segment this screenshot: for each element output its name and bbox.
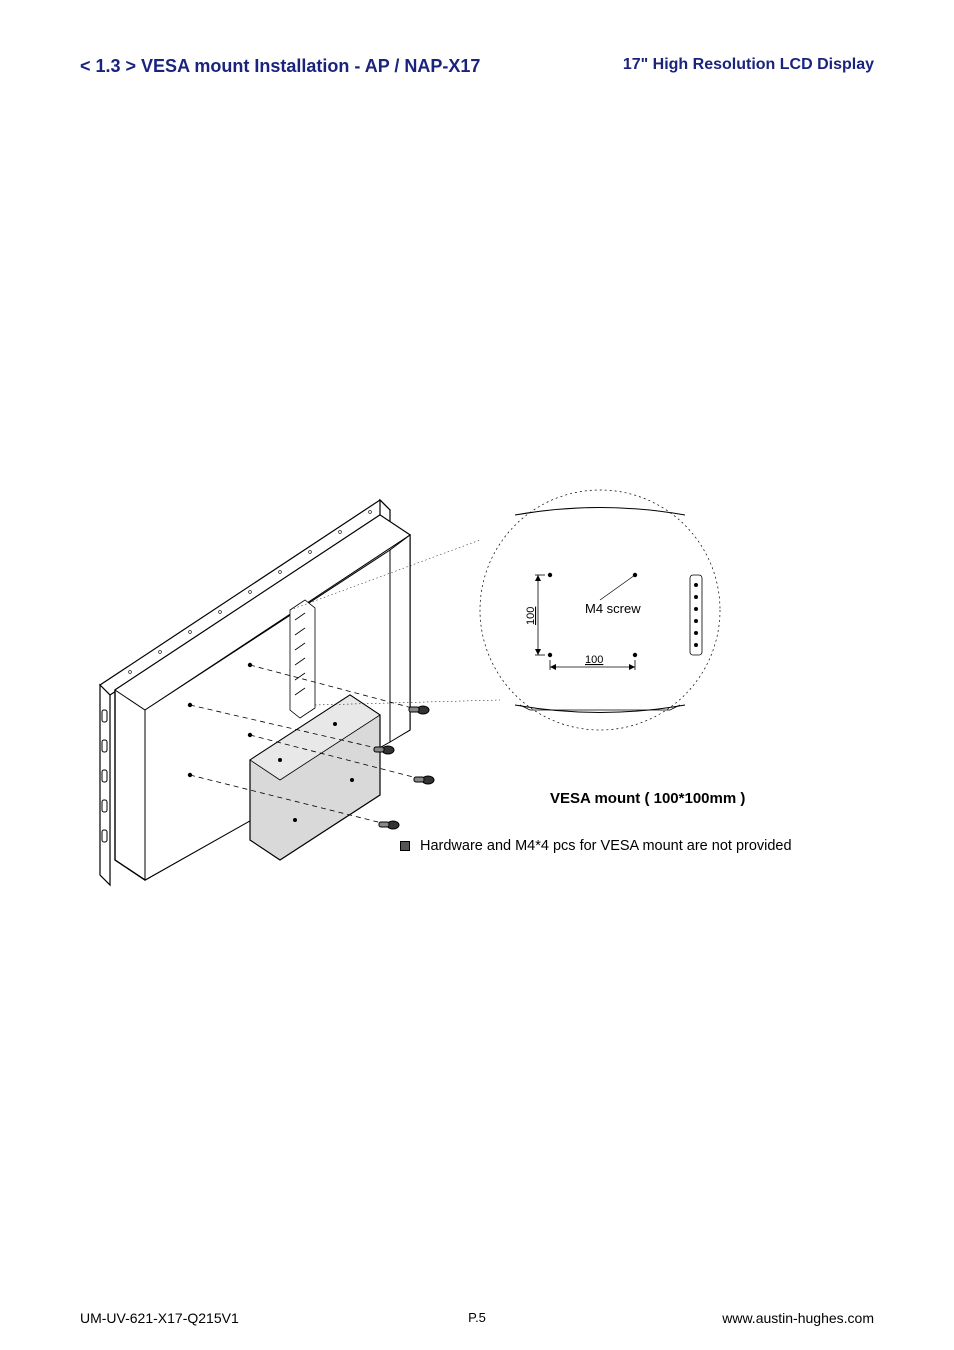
doc-id: UM-UV-621-X17-Q215V1 (80, 1310, 239, 1326)
dim-v: 100 (525, 607, 537, 625)
product-title: 17" High Resolution LCD Display (623, 56, 874, 74)
note-row: Hardware and M4*4 pcs for VESA mount are… (400, 838, 792, 854)
vesa-mount-label: VESA mount ( 100*100mm ) (550, 790, 745, 807)
note-text: Hardware and M4*4 pcs for VESA mount are… (420, 838, 792, 854)
vesa-diagram: 100 100 M4 screw (80, 480, 880, 900)
bullet-icon (400, 841, 410, 851)
page-header: < 1.3 > VESA mount Installation - AP / N… (0, 56, 954, 77)
dim-h: 100 (585, 654, 603, 666)
section-title: < 1.3 > VESA mount Installation - AP / N… (80, 56, 480, 77)
page-number: P.5 (468, 1310, 486, 1325)
screw-label: M4 screw (585, 601, 641, 616)
footer-url: www.austin-hughes.com (722, 1310, 874, 1326)
